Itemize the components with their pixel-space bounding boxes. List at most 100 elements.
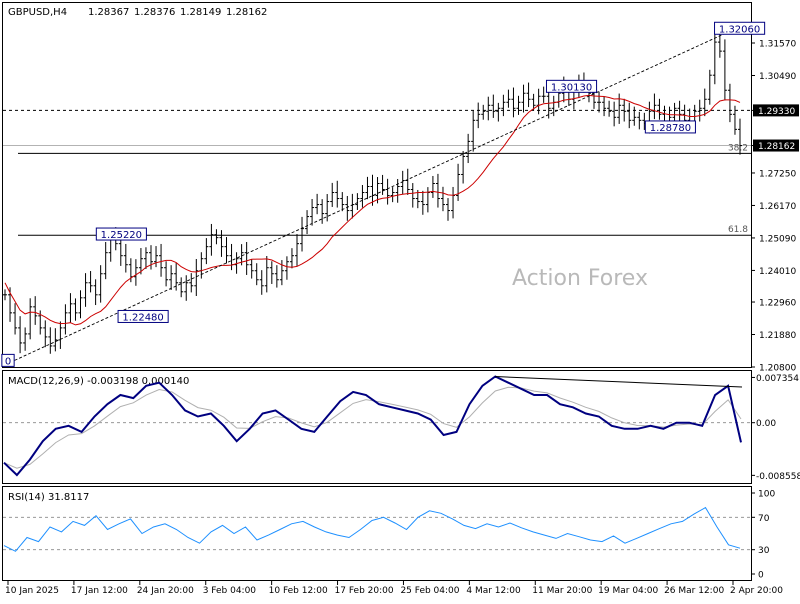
price-bar xyxy=(607,100,612,117)
annotation-box xyxy=(117,309,169,323)
price-bar xyxy=(702,88,707,117)
price-bar xyxy=(440,186,445,212)
price-bar xyxy=(526,82,531,108)
price-bar xyxy=(677,100,682,123)
price-bar xyxy=(395,178,400,203)
price-bar xyxy=(28,298,33,340)
price-layer: 38.2 61.8 0 1.22480 1.25220 1.30130 1.28780 1.3… xyxy=(1,21,766,367)
price-bar xyxy=(259,270,264,295)
price-bar xyxy=(274,265,279,288)
hline-price-box xyxy=(753,104,799,117)
price-bar xyxy=(154,246,159,268)
watermark: Action Forex xyxy=(512,266,648,291)
price-bar xyxy=(425,187,430,213)
price-bar xyxy=(697,99,702,122)
price-bar xyxy=(446,198,451,221)
price-bar xyxy=(491,94,496,118)
price-bar xyxy=(73,298,78,321)
price-bar xyxy=(722,39,727,101)
annotation-box xyxy=(95,227,147,241)
price-bar xyxy=(164,261,169,287)
price-bar xyxy=(471,110,476,152)
price-bar xyxy=(244,242,249,275)
price-bar xyxy=(48,327,53,354)
price-bar xyxy=(98,265,103,303)
price-bar xyxy=(3,289,7,301)
annotation-box xyxy=(1,353,15,367)
trendline xyxy=(14,27,737,361)
price-bar xyxy=(466,133,471,164)
price-bar xyxy=(451,186,456,219)
annotation-box xyxy=(545,79,598,93)
time-tick-label: 19 Mar 04:00 xyxy=(598,586,658,596)
time-tick-label: 2 Apr 20:00 xyxy=(730,586,783,596)
price-bar xyxy=(133,259,138,286)
price-bar xyxy=(33,296,38,325)
price-bar xyxy=(405,168,410,195)
current-price-label: 1.28162 xyxy=(758,142,795,152)
price-bar xyxy=(622,98,627,122)
macd-pane-frame xyxy=(2,370,752,484)
price-bar xyxy=(305,210,310,235)
price-bar xyxy=(194,259,199,297)
time-tick-label: 11 Mar 20:00 xyxy=(532,586,592,596)
price-bar xyxy=(390,187,395,203)
price-bar xyxy=(58,321,63,349)
time-tick-label: 3 Feb 04:00 xyxy=(203,586,257,596)
price-tick-label: 1.24010 xyxy=(759,267,796,277)
price-bar xyxy=(184,275,189,301)
price-bar xyxy=(219,230,224,257)
annotation-label: 1.25220 xyxy=(101,230,142,241)
ohlc-open: 1.28367 xyxy=(88,7,129,18)
price-tick-label: 1.26170 xyxy=(759,202,796,212)
price-annotation: 1.30130 xyxy=(545,79,598,93)
price-bar xyxy=(360,185,365,208)
annotation-label: 0 xyxy=(5,356,11,367)
price-bar xyxy=(320,199,325,224)
moving-average-line xyxy=(4,94,741,326)
annotation-label: 1.22480 xyxy=(122,312,163,323)
price-bar xyxy=(486,96,491,121)
price-bar xyxy=(501,94,506,117)
price-bar xyxy=(289,248,294,269)
price-annotation: 1.28780 xyxy=(644,120,696,134)
price-bar xyxy=(330,182,335,207)
price-bar xyxy=(234,252,239,274)
price-bar xyxy=(78,290,83,319)
fib-level-label: 61.8 xyxy=(728,225,748,235)
macd-tick-label: 0.007354 xyxy=(756,374,799,384)
price-bar xyxy=(637,111,642,130)
price-tick-label: 1.27250 xyxy=(759,169,796,179)
price-bar xyxy=(148,245,153,270)
price-bar xyxy=(602,96,607,117)
rsi-line xyxy=(3,506,741,552)
price-tick-label: 1.22960 xyxy=(759,299,796,309)
price-bar xyxy=(627,102,632,129)
price-bar xyxy=(138,248,143,275)
price-bar xyxy=(63,304,68,335)
price-bar xyxy=(727,83,732,123)
rsi-tick-label: 100 xyxy=(758,490,775,500)
price-bar xyxy=(123,243,128,273)
price-bar xyxy=(617,93,622,124)
price-bar xyxy=(310,198,315,226)
price-bar xyxy=(430,175,435,198)
price-bar xyxy=(657,98,662,120)
current-price-box xyxy=(753,139,799,152)
price-bar xyxy=(325,194,330,222)
macd-divergence-line xyxy=(495,376,743,388)
price-bar xyxy=(335,180,340,208)
ohlc-close: 1.28162 xyxy=(226,7,267,18)
annotation-label: 1.32060 xyxy=(719,24,760,35)
time-tick-label: 10 Feb 12:00 xyxy=(269,586,328,596)
price-bar xyxy=(224,237,229,264)
price-bar xyxy=(53,328,58,352)
rsi-label: RSI(14) 31.8117 xyxy=(8,492,89,503)
price-bar xyxy=(93,279,98,306)
price-bar xyxy=(229,243,234,271)
price-bar xyxy=(717,32,722,58)
price-bar xyxy=(43,320,48,348)
price-tick-label: 1.20800 xyxy=(759,364,796,374)
